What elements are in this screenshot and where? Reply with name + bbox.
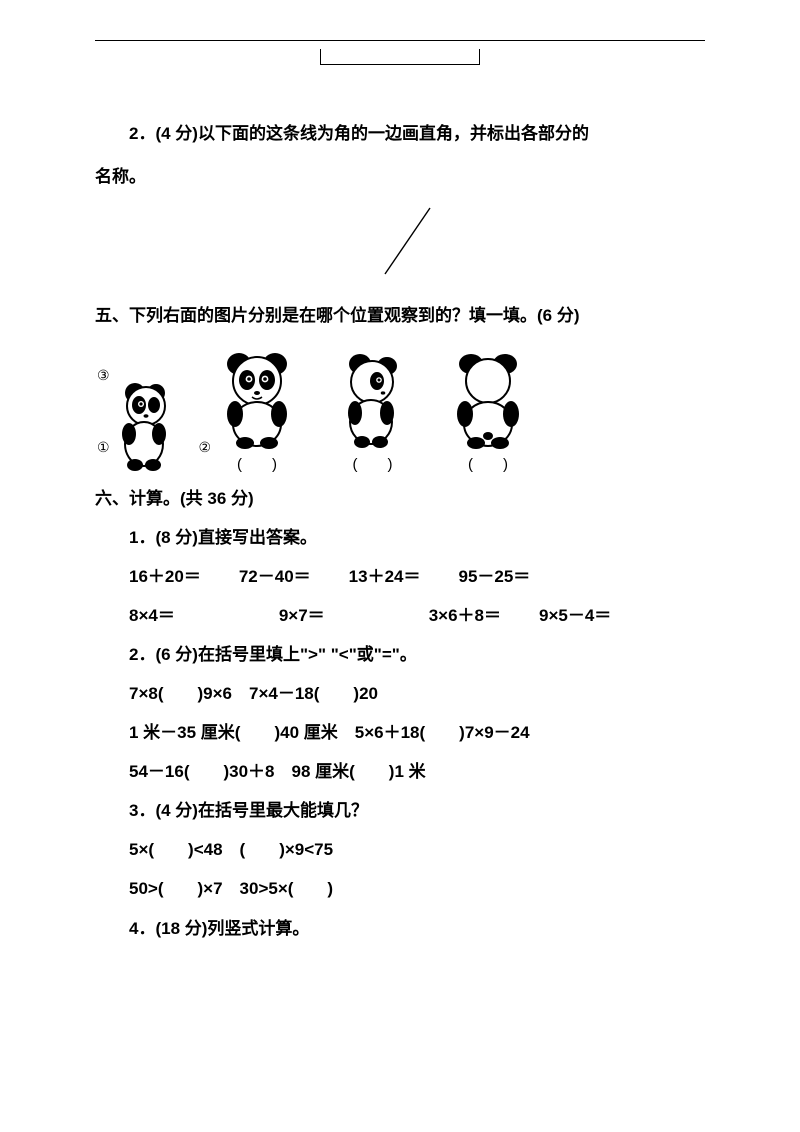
eq-2: 72－40＝: [239, 557, 311, 596]
label-2: ②: [198, 439, 211, 456]
q6-3: 3．(4 分)在括号里最大能填几？: [95, 791, 705, 830]
panda-3-group: ( ): [325, 346, 420, 474]
q4-2-line1: 2．(4 分)以下面的这条线为角的一边画直角，并标出各部分的: [95, 115, 705, 152]
q6-1: 1．(8 分)直接写出答案。: [95, 518, 705, 557]
panda-3-caption: ( ): [353, 453, 393, 474]
eq-4: 95－25＝: [458, 557, 530, 596]
angle-draw-area: [95, 202, 705, 287]
panda-side2-icon: [325, 346, 420, 451]
panda-side-icon: [99, 369, 189, 474]
panda-2-caption: ( ): [237, 453, 277, 474]
eq-7: 3×6＋8＝: [429, 596, 501, 635]
panda-1-group: ③ ① ②: [99, 369, 189, 474]
panda-row: ③ ① ②: [99, 346, 705, 474]
eq-8: 9×5－4＝: [539, 596, 611, 635]
panda-4-group: ( ): [438, 346, 538, 474]
section-5-title: 五、下列右面的图片分别是在哪个位置观察到的？填一填。(6 分): [95, 297, 705, 334]
comp-2: 1 米－35 厘米( )40 厘米 5×6＋18( )7×9－24: [95, 713, 705, 752]
eq-6: 9×7＝: [279, 596, 325, 635]
eq-row-1: 16＋20＝ 72－40＝ 13＋24＝ 95－25＝: [95, 557, 705, 596]
angle-line: [375, 202, 445, 282]
eq-row-2: 8×4＝ 9×7＝ 3×6＋8＝ 9×5－4＝: [95, 596, 705, 635]
eq-5: 8×4＝: [129, 596, 175, 635]
section-6-title: 六、计算。(共 36 分): [95, 480, 705, 517]
eq-1: 16＋20＝: [129, 557, 201, 596]
panda-4-caption: ( ): [468, 453, 508, 474]
q6-4: 4．(18 分)列竖式计算。: [95, 909, 705, 948]
panda-front-icon: [207, 346, 307, 451]
comp-1: 7×8( )9×6 7×4－18( )20: [95, 674, 705, 713]
panda-2-group: ( ): [207, 346, 307, 474]
max-1: 5×( )<48 ( )×9<75: [95, 830, 705, 869]
panda-back-icon: [438, 346, 538, 451]
horizontal-rule: [95, 40, 705, 41]
q4-2-line2: 名称。: [95, 158, 705, 195]
comp-3: 54－16( )30＋8 98 厘米( )1 米: [95, 752, 705, 791]
max-2: 50>( )×7 30>5×( ): [95, 869, 705, 908]
eq-3: 13＋24＝: [349, 557, 421, 596]
bracket-shape: [320, 49, 480, 65]
label-1: ①: [97, 439, 110, 456]
label-3: ③: [97, 367, 110, 384]
q6-2: 2．(6 分)在括号里填上">" "<"或"="。: [95, 635, 705, 674]
